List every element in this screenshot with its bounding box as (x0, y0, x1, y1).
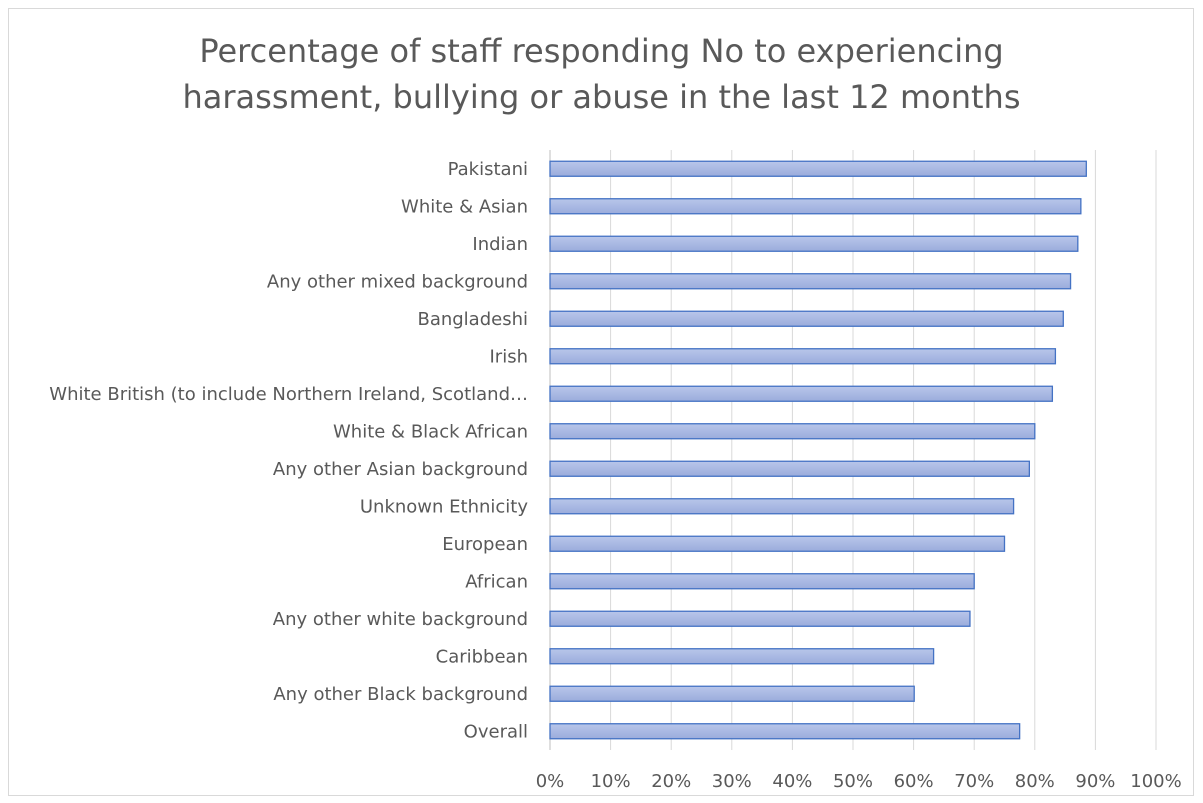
x-tick-label-10pct: 10% (591, 771, 631, 792)
bar-3 (549, 235, 1079, 252)
bar-9 (549, 460, 1030, 477)
category-label-14: Caribbean (436, 646, 528, 667)
category-label-7: White British (to include Northern Irela… (49, 384, 528, 405)
bar-11 (549, 535, 1006, 552)
x-tick-label-20pct: 20% (651, 771, 691, 792)
bar-2 (549, 198, 1082, 215)
bar-10 (549, 498, 1015, 515)
bar-12 (549, 573, 975, 590)
bar-4 (549, 273, 1072, 290)
bar-13 (549, 610, 971, 627)
category-label-6: Irish (490, 346, 529, 367)
x-tick-label-60pct: 60% (894, 771, 934, 792)
category-label-15: Any other Black background (273, 684, 528, 705)
x-tick-label-0pct: 0% (536, 771, 565, 792)
category-label-1: Pakistani (448, 159, 528, 180)
chart-title: Percentage of staff responding No to exp… (0, 28, 1203, 120)
bar-16 (549, 723, 1021, 740)
category-label-3: Indian (472, 234, 528, 255)
category-label-5: Bangladeshi (417, 309, 528, 330)
category-label-11: European (442, 534, 528, 555)
category-label-8: White & Black African (333, 421, 528, 442)
x-tick-label-40pct: 40% (772, 771, 812, 792)
category-label-4: Any other mixed background (267, 271, 528, 292)
category-label-16: Overall (464, 721, 528, 742)
bar-15 (549, 685, 915, 702)
x-tick-label-50pct: 50% (833, 771, 873, 792)
category-label-2: White & Asian (401, 196, 528, 217)
chart-title-line-2: harassment, bullying or abuse in the las… (182, 78, 1021, 116)
bar-6 (549, 348, 1057, 365)
bar-5 (549, 310, 1064, 327)
chart-frame (8, 8, 1194, 796)
category-label-9: Any other Asian background (273, 459, 528, 480)
x-tick-label-100pct: 100% (1130, 771, 1181, 792)
category-label-10: Unknown Ethnicity (360, 496, 528, 517)
bar-7 (549, 385, 1054, 402)
x-tick-label-30pct: 30% (712, 771, 752, 792)
bar-1 (549, 160, 1087, 177)
chart-title-line-1: Percentage of staff responding No to exp… (199, 32, 1004, 70)
x-tick-label-90pct: 90% (1075, 771, 1115, 792)
bar-8 (549, 423, 1036, 440)
bar-14 (549, 648, 935, 665)
x-tick-label-80pct: 80% (1015, 771, 1055, 792)
category-label-12: African (465, 571, 528, 592)
category-label-13: Any other white background (273, 609, 528, 630)
x-tick-label-70pct: 70% (954, 771, 994, 792)
